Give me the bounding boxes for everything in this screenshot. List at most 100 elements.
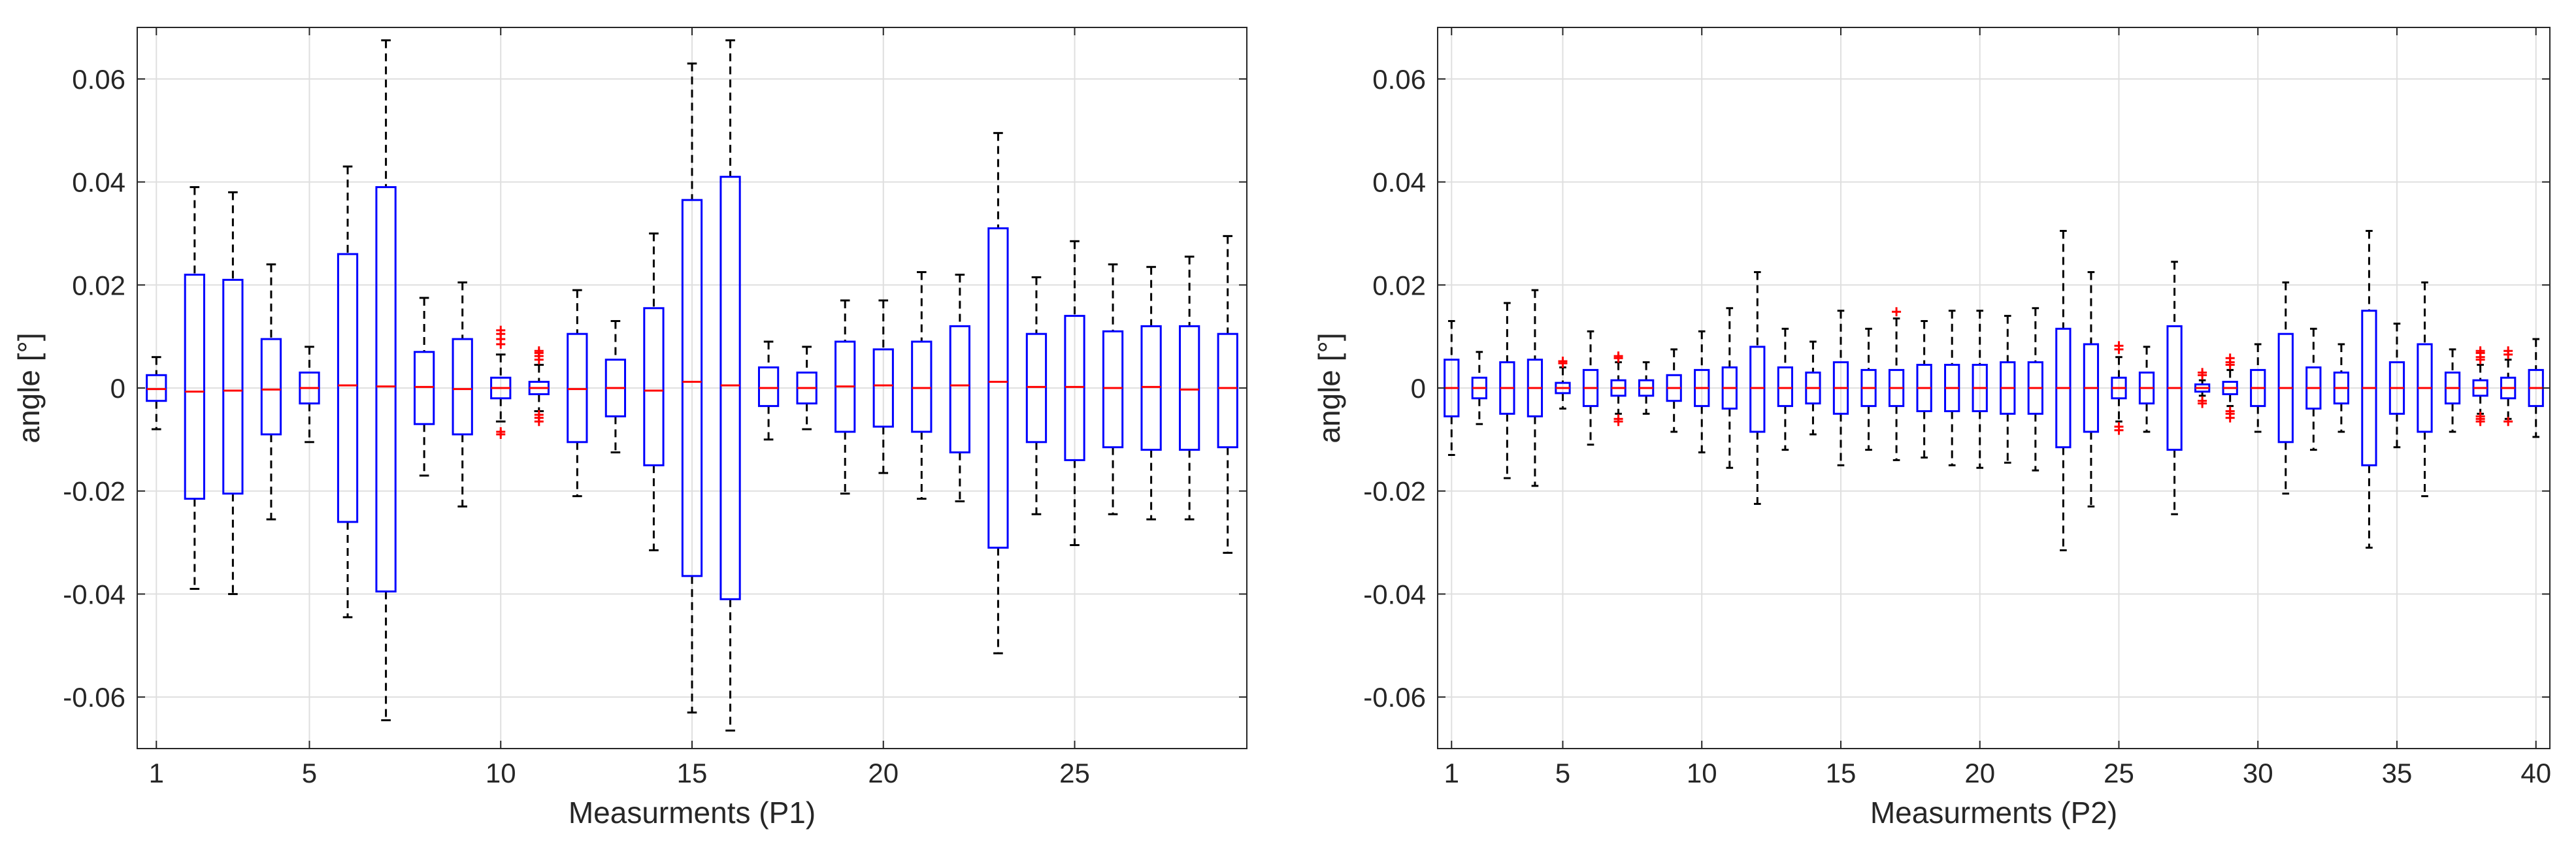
box-group bbox=[2500, 346, 2517, 427]
outlier-marker bbox=[2503, 346, 2513, 356]
box-group bbox=[1944, 310, 1960, 466]
iqr-box bbox=[719, 176, 741, 600]
x-axis-label: Measurments (P1) bbox=[569, 796, 816, 830]
box-group bbox=[2417, 281, 2433, 498]
y-axis-label: angle [°] bbox=[1312, 332, 1346, 443]
outlier-marker bbox=[2225, 353, 2235, 363]
outlier-marker bbox=[2475, 346, 2485, 356]
box-group bbox=[146, 356, 167, 430]
box-group bbox=[1610, 351, 1627, 427]
outlier-marker bbox=[2503, 417, 2513, 427]
iqr-box bbox=[567, 332, 588, 444]
box-group bbox=[2111, 341, 2127, 435]
outlier-marker bbox=[1613, 417, 1623, 427]
box-group bbox=[2222, 353, 2238, 423]
box-group bbox=[2250, 343, 2266, 433]
box-group bbox=[1102, 263, 1124, 515]
box-group bbox=[1217, 234, 1238, 554]
iqr-box bbox=[1140, 325, 1162, 451]
box-group bbox=[719, 39, 741, 732]
iqr-box bbox=[757, 366, 780, 408]
iqr-box bbox=[681, 199, 703, 577]
box-group bbox=[260, 263, 282, 521]
iqr-box bbox=[375, 186, 397, 592]
box-group bbox=[222, 191, 244, 595]
x-tick-label: 15 bbox=[677, 758, 708, 788]
box-group bbox=[1499, 302, 1515, 479]
box-group bbox=[1888, 307, 1905, 461]
box-group bbox=[2361, 229, 2377, 549]
y-tick-label: -0.04 bbox=[63, 579, 125, 609]
iqr-box bbox=[337, 253, 359, 523]
iqr-box bbox=[414, 351, 435, 425]
box-group bbox=[528, 346, 550, 427]
box-group bbox=[1140, 266, 1162, 521]
outlier-marker bbox=[2114, 425, 2124, 435]
box-group bbox=[452, 281, 473, 508]
x-tick-label: 20 bbox=[868, 758, 899, 788]
iqr-box bbox=[1025, 332, 1048, 444]
box-group bbox=[2305, 327, 2322, 451]
box-group bbox=[1721, 307, 1738, 469]
y-axis-label: angle [°] bbox=[12, 332, 46, 443]
y-tick-label: 0.02 bbox=[72, 270, 125, 300]
box-group bbox=[834, 299, 856, 495]
box-group bbox=[567, 289, 588, 498]
box-group bbox=[681, 62, 703, 714]
y-tick-label: 0 bbox=[1411, 373, 1426, 404]
box-group bbox=[184, 186, 205, 590]
x-tick-label: 10 bbox=[1687, 758, 1717, 788]
iqr-box bbox=[911, 340, 933, 433]
box-group bbox=[2472, 346, 2488, 427]
box-group bbox=[2055, 229, 2072, 551]
box-group bbox=[1582, 330, 1599, 446]
y-tick-label: 0.02 bbox=[1372, 270, 1426, 300]
outlier-marker bbox=[2475, 417, 2485, 427]
iqr-box bbox=[260, 338, 282, 436]
outlier-marker bbox=[1613, 351, 1623, 361]
box-group bbox=[1805, 340, 1821, 436]
box-group bbox=[490, 325, 512, 439]
x-tick-label: 15 bbox=[1826, 758, 1857, 788]
outlier-marker bbox=[1558, 356, 1568, 366]
outlier-marker bbox=[496, 325, 506, 335]
box-group bbox=[1179, 255, 1200, 521]
iqr-box bbox=[146, 374, 167, 402]
iqr-box bbox=[949, 325, 970, 454]
x-tick-label: 10 bbox=[486, 758, 516, 788]
y-tick-label: 0.06 bbox=[1372, 64, 1426, 95]
box-group bbox=[1025, 276, 1048, 515]
box-group bbox=[1916, 319, 1932, 459]
box-group bbox=[1527, 289, 1544, 487]
box-group bbox=[872, 299, 894, 474]
box-group bbox=[299, 346, 320, 444]
outlier-marker bbox=[2198, 368, 2207, 378]
box-group bbox=[2000, 315, 2016, 464]
box-group bbox=[2444, 348, 2461, 433]
x-tick-label: 5 bbox=[1555, 758, 1570, 788]
y-tick-label: -0.04 bbox=[1363, 579, 1426, 609]
x-tick-label: 1 bbox=[1444, 758, 1459, 788]
box-group bbox=[604, 319, 627, 454]
y-tick-label: -0.06 bbox=[1363, 682, 1426, 713]
iqr-box bbox=[1777, 366, 1794, 408]
box-group bbox=[1638, 361, 1655, 415]
box-group bbox=[1749, 271, 1766, 505]
x-tick-label: 5 bbox=[302, 758, 317, 788]
outlier-marker bbox=[1892, 307, 1902, 317]
iqr-box bbox=[222, 278, 244, 495]
iqr-box bbox=[1102, 330, 1124, 449]
box-group bbox=[1860, 327, 1877, 451]
outlier-marker bbox=[2114, 341, 2124, 351]
box-group bbox=[2027, 307, 2043, 472]
box-group bbox=[2388, 322, 2405, 449]
box-group bbox=[643, 232, 665, 551]
iqr-box bbox=[872, 348, 894, 428]
box-group bbox=[2277, 281, 2294, 495]
box-group bbox=[2083, 271, 2100, 508]
box-group bbox=[1694, 330, 1710, 454]
box-group bbox=[2194, 368, 2211, 408]
y-tick-label: -0.06 bbox=[63, 682, 125, 713]
box-group bbox=[1777, 327, 1794, 451]
